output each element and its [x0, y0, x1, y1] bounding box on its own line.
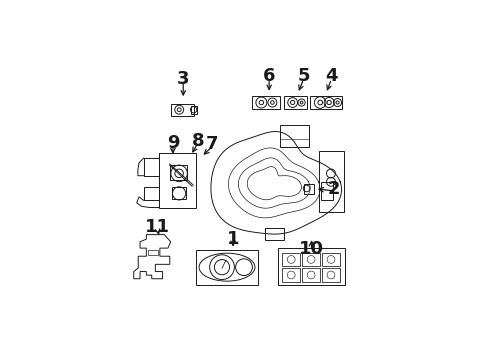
Text: 6: 6 [263, 67, 275, 85]
Text: 8: 8 [192, 132, 204, 150]
Text: 3: 3 [177, 70, 190, 88]
Text: 11: 11 [145, 218, 170, 236]
Bar [144, 158, 159, 176]
Bar [310, 96, 342, 109]
Bar [265, 228, 284, 240]
Text: 5: 5 [297, 67, 310, 85]
Bar [282, 268, 300, 282]
Bar [278, 248, 345, 285]
Text: 7: 7 [206, 135, 219, 153]
Bar [280, 125, 309, 148]
Bar [196, 249, 258, 285]
Bar [321, 183, 333, 200]
Text: 9: 9 [167, 134, 179, 152]
Bar [159, 153, 196, 207]
Bar [319, 151, 343, 212]
Text: 2: 2 [328, 180, 341, 198]
Bar [322, 268, 340, 282]
Bar [148, 249, 158, 255]
Bar [282, 252, 300, 266]
Bar [172, 187, 186, 199]
Bar [252, 96, 280, 109]
Bar [284, 96, 307, 109]
Bar [302, 268, 320, 282]
Bar [322, 252, 340, 266]
Bar [144, 188, 159, 201]
Bar [191, 106, 196, 114]
Bar [171, 104, 194, 116]
Bar [171, 165, 187, 180]
Bar [302, 252, 320, 266]
Text: 1: 1 [227, 230, 239, 248]
Bar [304, 184, 314, 194]
Text: 4: 4 [325, 67, 338, 85]
Text: 10: 10 [299, 240, 324, 258]
